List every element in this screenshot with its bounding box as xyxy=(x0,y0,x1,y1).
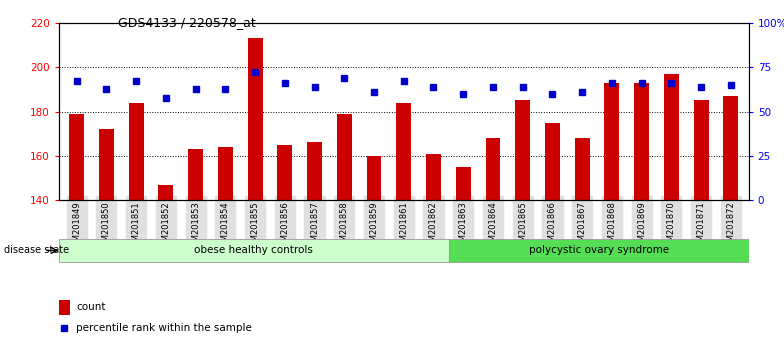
Bar xyxy=(307,142,322,200)
Bar xyxy=(218,147,233,200)
Text: obese healthy controls: obese healthy controls xyxy=(194,245,314,255)
Bar xyxy=(59,239,448,262)
Bar xyxy=(545,122,560,200)
Bar xyxy=(448,239,749,262)
Bar xyxy=(426,154,441,200)
Bar xyxy=(575,138,590,200)
Text: GDS4133 / 220578_at: GDS4133 / 220578_at xyxy=(118,16,256,29)
Bar xyxy=(634,83,649,200)
Bar xyxy=(59,299,70,314)
Text: percentile rank within the sample: percentile rank within the sample xyxy=(76,323,252,333)
Bar xyxy=(248,39,263,200)
Bar xyxy=(664,74,679,200)
Bar xyxy=(278,145,292,200)
Text: polycystic ovary syndrome: polycystic ovary syndrome xyxy=(528,245,669,255)
Text: disease state: disease state xyxy=(4,245,69,255)
Text: count: count xyxy=(76,302,106,312)
Bar xyxy=(367,156,382,200)
Bar xyxy=(724,96,739,200)
Bar xyxy=(604,83,619,200)
Bar xyxy=(485,138,500,200)
Bar xyxy=(99,129,114,200)
Bar xyxy=(515,101,530,200)
Bar xyxy=(129,103,143,200)
Bar xyxy=(456,167,470,200)
Bar xyxy=(158,184,173,200)
Bar xyxy=(337,114,352,200)
Bar xyxy=(694,101,709,200)
Bar xyxy=(69,114,84,200)
Bar xyxy=(188,149,203,200)
Bar xyxy=(397,103,411,200)
